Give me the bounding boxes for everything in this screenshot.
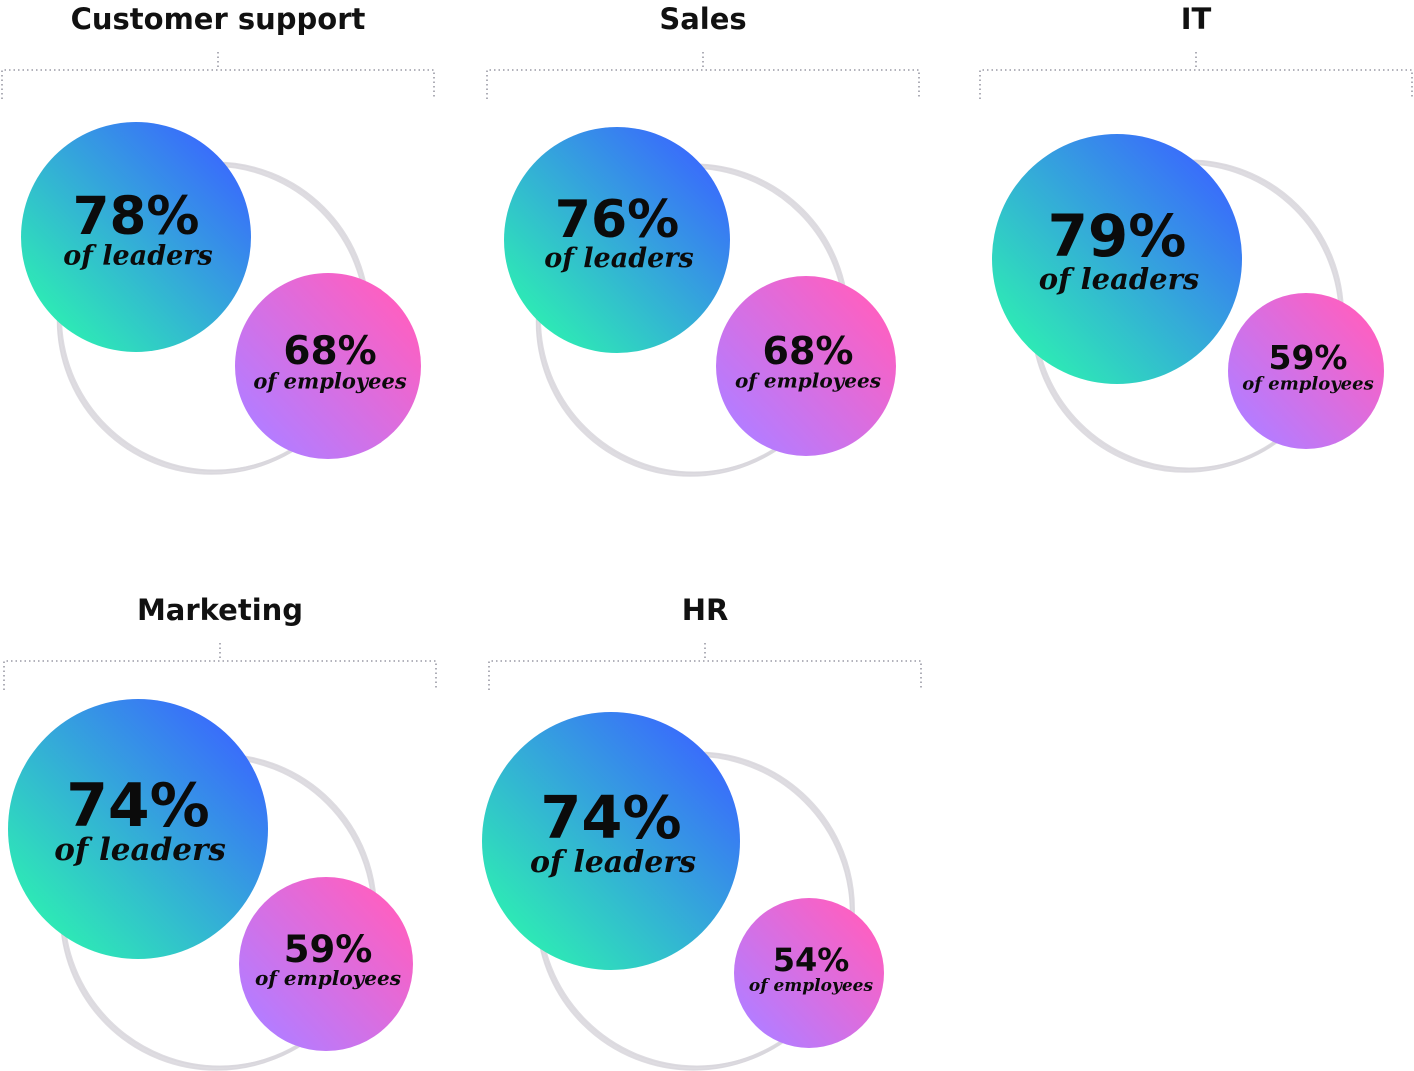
employees-bubble [1228,293,1384,449]
employees-percentage: 59% [284,928,373,971]
panel-customer-support: Customer support 78%of leaders 68%of emplo… [1,2,435,475]
leaders-bubble [8,699,268,959]
leaders-percentage: 74% [66,771,210,841]
leaders-label: of leaders [544,243,693,274]
employees-percentage: 59% [1269,338,1348,377]
department-title: Marketing [137,593,303,627]
leaders-percentage: 76% [555,190,679,250]
department-title: IT [1181,2,1212,36]
employees-bubble [716,276,896,456]
leaders-bubble [482,712,740,970]
employees-percentage: 68% [283,329,376,374]
leaders-label: of leaders [530,845,696,880]
panel-hr: HR 74%of leaders 54%of employees [482,593,922,1071]
leaders-percentage: 74% [540,783,681,852]
employees-label: of employees [1242,374,1373,395]
employees-percentage: 68% [763,329,854,373]
leaders-label: of leaders [63,241,212,272]
employees-percentage: 54% [773,941,850,979]
leaders-bubble [504,127,730,353]
department-title: HR [682,593,729,627]
employees-bubble [239,877,413,1051]
panel-sales: Sales 76%of leaders 68%of employees [486,2,920,477]
leaders-percentage: 79% [1048,202,1187,270]
department-title: Customer support [71,2,366,36]
employees-bubble [235,273,421,459]
employees-label: of employees [253,368,407,393]
leaders-label: of leaders [1039,262,1200,296]
title-bracket [3,643,437,690]
title-bracket [1,52,435,99]
employees-bubble [734,898,884,1048]
title-bracket [979,52,1413,99]
panel-it: IT 79%of leaders 59%of employees [979,2,1413,473]
leaders-percentage: 78% [73,186,200,247]
title-bracket [486,52,920,99]
leaders-bubble [21,122,251,352]
leaders-bubble [992,134,1242,384]
employees-label: of employees [749,976,874,996]
title-bracket [488,643,922,690]
employees-label: of employees [735,369,881,393]
employees-label: of employees [255,966,401,990]
department-title: Sales [659,2,746,36]
panel-marketing: Marketing 74%of leaders 59%of employees [3,593,437,1071]
leaders-label: of leaders [54,832,226,868]
